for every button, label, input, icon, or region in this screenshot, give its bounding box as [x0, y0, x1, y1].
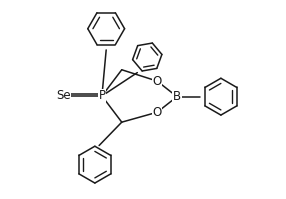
Text: B: B [173, 90, 181, 103]
Text: P: P [98, 90, 106, 102]
Text: O: O [152, 106, 162, 119]
Text: Se: Se [56, 90, 71, 102]
Text: O: O [152, 75, 162, 88]
